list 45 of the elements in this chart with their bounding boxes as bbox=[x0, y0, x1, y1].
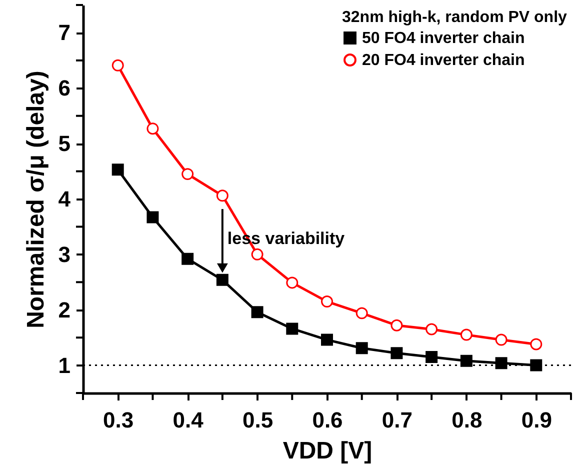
point bbox=[182, 168, 194, 180]
point bbox=[530, 338, 542, 350]
point bbox=[112, 59, 124, 72]
legend-label: 20 FO4 inverter chain bbox=[362, 52, 525, 69]
point bbox=[390, 319, 403, 332]
point bbox=[530, 359, 542, 372]
point bbox=[216, 190, 228, 202]
point bbox=[112, 164, 124, 176]
point bbox=[286, 276, 298, 289]
x-tick-label: 0.7 bbox=[382, 408, 413, 432]
point bbox=[321, 296, 333, 308]
point bbox=[356, 342, 368, 354]
point bbox=[182, 252, 194, 265]
x-tick-label: 0.6 bbox=[312, 408, 343, 432]
point bbox=[426, 323, 438, 336]
point bbox=[251, 306, 264, 318]
point bbox=[216, 274, 228, 286]
point bbox=[390, 347, 403, 360]
point bbox=[286, 322, 298, 335]
point bbox=[495, 334, 508, 346]
y-tick-label: 1 bbox=[58, 352, 70, 378]
x-tick-label: 0.4 bbox=[172, 408, 204, 432]
point bbox=[495, 357, 508, 370]
point bbox=[321, 334, 333, 346]
y-tick-label: 4 bbox=[58, 186, 72, 212]
y-tick-label: 6 bbox=[58, 76, 70, 101]
point bbox=[426, 350, 438, 363]
y-axis-title: Normalized σ/μ (delay) bbox=[22, 70, 50, 328]
x-tick-label: 0.8 bbox=[452, 408, 482, 432]
x-tick-label: 0.5 bbox=[242, 408, 274, 432]
point bbox=[146, 211, 159, 224]
x-tick-label: 0.3 bbox=[103, 408, 134, 432]
point bbox=[460, 354, 472, 367]
point bbox=[251, 248, 264, 260]
point bbox=[356, 307, 368, 320]
x-axis-title: VDD [V] bbox=[282, 438, 372, 464]
y-tick-label: 2 bbox=[58, 297, 70, 322]
x-tick-label: 0.9 bbox=[521, 408, 552, 432]
point bbox=[146, 122, 159, 135]
legend-label: 50 FO4 inverter chain bbox=[362, 30, 525, 47]
y-tick-label: 3 bbox=[58, 242, 70, 267]
legend-title: 32nm high-k, random PV only bbox=[342, 9, 568, 26]
y-tick-label: 5 bbox=[58, 131, 70, 156]
y-tick-label: 7 bbox=[58, 20, 70, 46]
point bbox=[460, 328, 472, 341]
